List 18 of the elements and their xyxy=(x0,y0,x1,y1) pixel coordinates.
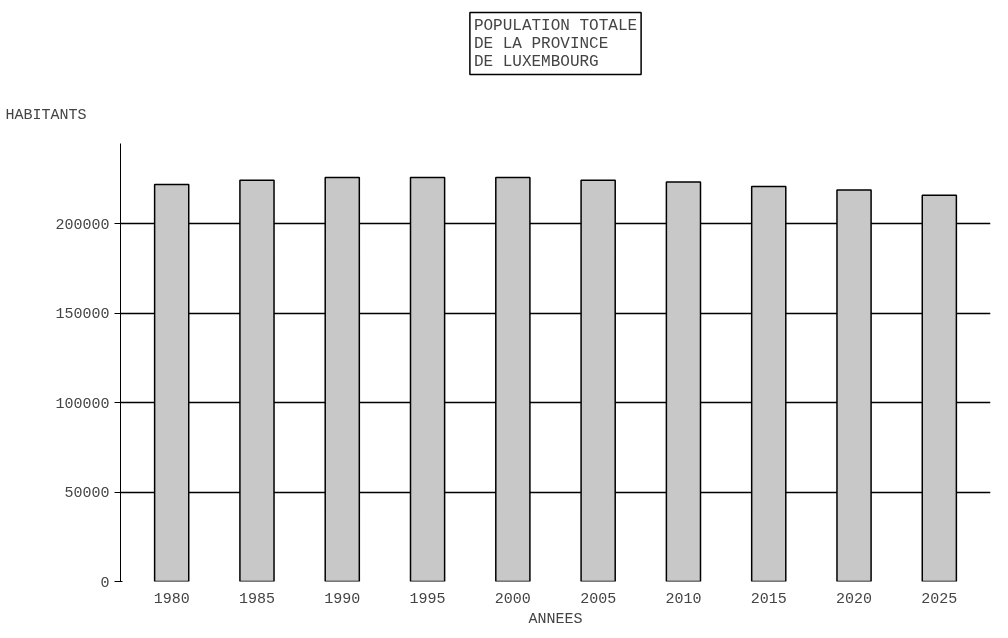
y-tick-label: 50000 xyxy=(64,485,110,503)
y-tick-label: 0 xyxy=(100,574,110,592)
y-tick-label: 200000 xyxy=(55,216,110,234)
x-tick-label: 2015 xyxy=(750,590,787,608)
chart-title: POPULATION TOTALE DE LA PROVINCE DE LUXEMBOURG xyxy=(473,16,638,71)
x-tick-label: 2000 xyxy=(494,590,531,608)
x-tick-label: 1985 xyxy=(238,590,275,608)
x-tick-label: 2010 xyxy=(665,590,702,608)
x-tick-label: 1990 xyxy=(324,590,361,608)
y-tick-label: 100000 xyxy=(55,395,110,413)
x-tick-label: 2020 xyxy=(836,590,873,608)
x-tick-label: 1995 xyxy=(409,590,446,608)
x-tick-label: 2025 xyxy=(921,590,958,608)
x-tick-label: 2005 xyxy=(580,590,617,608)
y-tick-label: 150000 xyxy=(55,306,110,324)
x-axis-title: ANNEES xyxy=(528,610,583,628)
x-tick-label: 1980 xyxy=(153,590,190,608)
y-axis-title: HABITANTS xyxy=(5,106,87,124)
